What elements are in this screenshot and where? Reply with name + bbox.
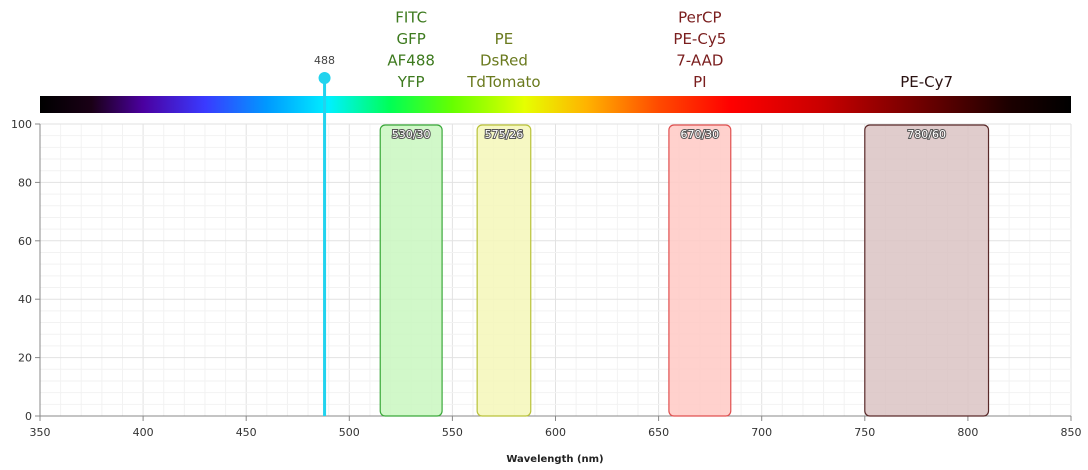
fluorochrome-label: GFP [397,30,426,48]
y-tick-label: 20 [18,352,32,365]
fluorochrome-label: PerCP [678,9,721,27]
x-tick-label: 650 [648,426,669,439]
fluorochrome-label: TdTomato [466,73,540,91]
x-tick-label: 450 [236,426,257,439]
fluorochrome-label: YFP [397,73,425,91]
filter-bands: 530/30 575/26 670/30 780/60 [379,124,990,417]
fluorochrome-label: PI [693,73,706,91]
fluorochrome-label: 7-AAD [676,52,723,70]
laser-marker [318,72,331,84]
x-tick-label: 550 [442,426,463,439]
x-tick-label: 850 [1061,426,1082,439]
x-tick-label: 750 [854,426,875,439]
filter-band-label: 575/26 [485,128,524,141]
laser-label: 488 [314,54,335,67]
x-axis-title: Wavelength (nm) [506,454,603,465]
y-tick-label: 60 [18,235,32,248]
spectrum-bar [40,96,1071,113]
fluorochrome-label: DsRed [480,52,528,70]
filter-band [668,124,732,417]
filter-band-label: 670/30 [680,128,719,141]
fluorochrome-label: AF488 [387,52,435,70]
x-tick-label: 400 [133,426,154,439]
y-tick-label: 100 [11,118,32,131]
y-tick-label: 40 [18,293,32,306]
x-tick-label: 600 [545,426,566,439]
fluorochrome-label: PE [495,30,514,48]
fluorochrome-labels: FITC GFP AF488 YFP PE DsRed TdTomato PerCP PE-Cy… [387,9,953,92]
x-tick-label: 500 [339,426,360,439]
x-tick-label: 350 [30,426,51,439]
filter-band-label: 780/60 [907,128,946,141]
filter-band [379,124,443,417]
fluorochrome-label: PE-Cy7 [900,73,953,91]
axes: 350 400 450 500 550 600 650 700 750 800 850 0 20 40 60… [11,118,1082,439]
x-tick-label: 700 [751,426,772,439]
y-tick-label: 0 [25,410,32,423]
x-tick-label: 800 [957,426,978,439]
laser-line: 488 [314,54,335,416]
fluorochrome-label: PE-Cy5 [673,30,726,48]
filter-band [476,124,532,417]
filter-band-label: 530/30 [392,128,431,141]
fluorochrome-label: FITC [395,9,427,27]
y-tick-label: 80 [18,176,32,189]
filter-band [864,124,990,417]
